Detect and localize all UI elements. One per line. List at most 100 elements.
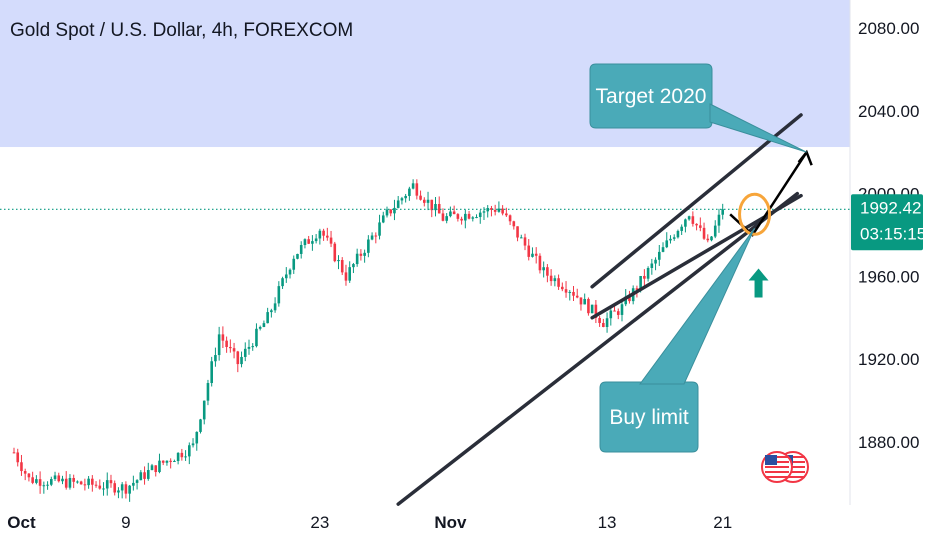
- candle-body: [206, 383, 210, 401]
- candle-body: [538, 255, 542, 271]
- candle-body: [534, 253, 538, 256]
- candle-body: [639, 275, 642, 290]
- buy-callout-pointer: [639, 228, 755, 385]
- candle-body: [546, 267, 549, 276]
- candle-body: [113, 483, 117, 493]
- candle-body: [217, 334, 221, 356]
- bar-countdown: 03:15:15: [860, 224, 926, 243]
- candle-body: [423, 199, 426, 203]
- candle-body: [311, 241, 314, 244]
- candle-body: [400, 198, 404, 201]
- candle-body: [575, 295, 579, 298]
- candle-body: [150, 465, 154, 471]
- candle-body: [549, 275, 553, 282]
- candle-body: [695, 223, 698, 226]
- candle-body: [38, 479, 42, 486]
- candle-body: [284, 274, 288, 279]
- candle-body: [64, 478, 68, 488]
- candle-body: [102, 488, 105, 490]
- candle-body: [322, 230, 325, 236]
- candle-body: [680, 226, 683, 231]
- candle-body: [16, 452, 20, 463]
- candle-body: [277, 286, 281, 304]
- last-price-label: 1992.42 03:15:15: [851, 194, 926, 251]
- candle-body: [661, 247, 665, 252]
- up-arrow-icon: [748, 268, 769, 298]
- target-label: Target 2020: [596, 85, 707, 108]
- candle-body: [46, 484, 49, 486]
- candle-body: [490, 208, 493, 210]
- candle-body: [288, 269, 292, 275]
- candle-body: [486, 208, 490, 212]
- x-tick-label: 13: [598, 513, 617, 532]
- candle-body: [20, 462, 23, 472]
- candle-body: [478, 212, 482, 218]
- candle-body: [180, 452, 184, 458]
- candle-body: [628, 296, 631, 302]
- candle-body: [598, 317, 601, 323]
- candle-body: [624, 296, 628, 305]
- y-tick-label: 1920.00: [858, 350, 919, 369]
- candle-body: [699, 225, 702, 228]
- candle-body: [266, 312, 269, 324]
- candle-body: [173, 461, 176, 463]
- candle-body: [79, 481, 83, 485]
- price-tag: [851, 194, 923, 251]
- candle-body: [713, 225, 717, 237]
- candle-body: [519, 237, 523, 239]
- candle-body: [564, 289, 568, 293]
- x-tick-label: Nov: [434, 513, 467, 532]
- candle-body: [512, 221, 516, 227]
- candle-body: [430, 199, 434, 211]
- candle-body: [94, 484, 98, 486]
- candle-body: [91, 478, 94, 485]
- y-axis-ticks: 2080.002040.002000.001960.001920.001880.…: [858, 19, 919, 452]
- candle-body: [105, 480, 109, 489]
- candle-body: [124, 484, 128, 494]
- candle-body: [657, 251, 661, 260]
- candle-body: [270, 310, 273, 313]
- flag-canton: [765, 455, 777, 465]
- candle-body: [594, 304, 598, 318]
- candle-body: [385, 209, 389, 216]
- candle-body: [195, 431, 199, 444]
- candle-body: [355, 253, 359, 265]
- candle-body: [35, 479, 38, 483]
- candle-body: [415, 183, 419, 196]
- candle-body: [184, 456, 187, 458]
- candle-body: [109, 480, 113, 484]
- drawings: [729, 149, 813, 298]
- candle-body: [232, 348, 236, 352]
- callouts: Target 2020 Buy limit: [589, 63, 807, 453]
- candle-body: [42, 485, 46, 487]
- candle-body: [684, 219, 687, 227]
- candle-body: [307, 239, 310, 244]
- flag-icon: [761, 451, 809, 483]
- candle-body: [687, 216, 691, 220]
- candle-body: [613, 310, 616, 312]
- candle-body: [475, 217, 478, 219]
- candle-body: [516, 226, 519, 238]
- candle-body: [426, 199, 430, 203]
- candle-body: [367, 239, 370, 253]
- candle-body: [76, 481, 79, 483]
- candle-body: [23, 471, 27, 474]
- candle-body: [434, 204, 437, 211]
- candle-body: [318, 230, 322, 239]
- candle-body: [374, 235, 378, 237]
- candle-body: [505, 213, 508, 216]
- candle-body: [340, 260, 344, 273]
- candle-body: [135, 480, 139, 483]
- candle-body: [710, 236, 713, 241]
- candle-body: [501, 208, 504, 214]
- candle-body: [381, 215, 385, 223]
- x-axis-ticks: Oct 9 23 Nov 13 21: [7, 513, 732, 532]
- candle-body: [572, 291, 575, 296]
- candle-body: [236, 351, 240, 365]
- candle-body: [143, 472, 146, 479]
- candle-body: [273, 303, 277, 311]
- candle-body: [344, 272, 348, 281]
- candle-body: [620, 304, 624, 315]
- candle-body: [359, 253, 363, 256]
